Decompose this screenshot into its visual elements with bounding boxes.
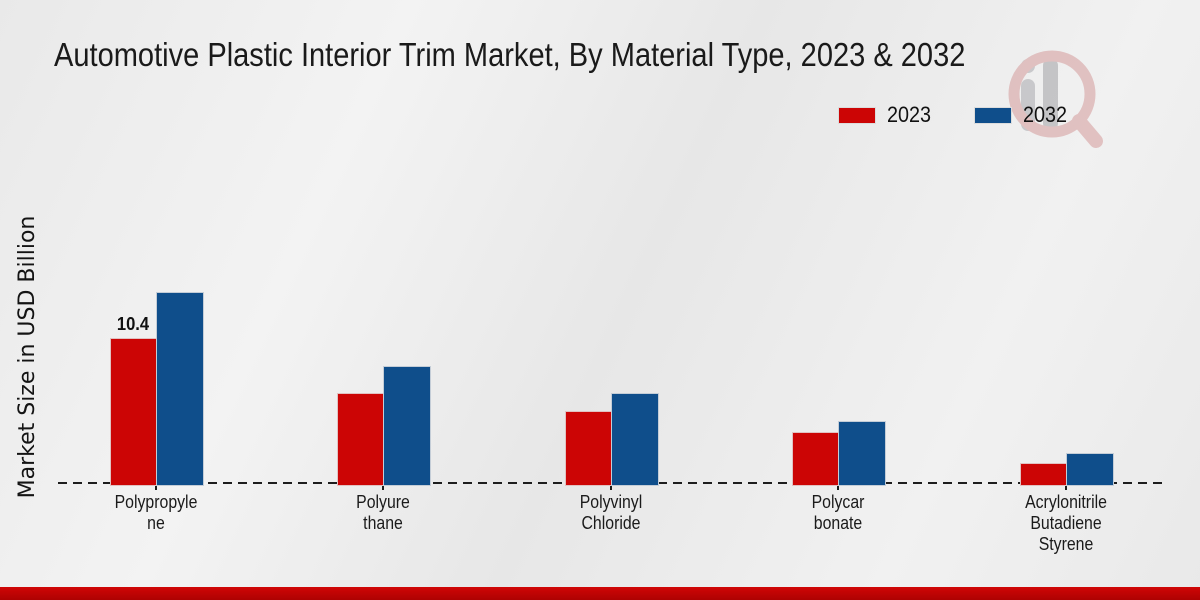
x-tick-label-polyvinyl-chloride: Polyvinyl Chloride xyxy=(579,492,642,533)
x-tick-label-acrylonitrile-butadiene-styrene: Acrylonitrile Butadiene Styrene xyxy=(1024,492,1107,554)
legend-item-2023: 2023 xyxy=(838,102,936,128)
legend-label-2032: 2032 xyxy=(1022,102,1068,127)
bar-2023-polypropylene xyxy=(109,338,158,486)
y-axis-label: Market Size in USD Billion xyxy=(15,215,40,499)
x-tick-label-polypropylene: Polypropyle ne xyxy=(114,492,197,533)
x-tick-polycarbonate xyxy=(837,484,839,490)
legend-swatch-2023 xyxy=(838,106,876,124)
bar-2023-polyurethane xyxy=(337,393,385,486)
legend-swatch-2032 xyxy=(973,106,1012,124)
bar-value-label: 10.4 xyxy=(116,314,149,335)
legend-label-2023: 2023 xyxy=(887,102,932,127)
footer-bar xyxy=(0,587,1200,600)
x-tick-acrylonitrile-butadiene-styrene xyxy=(1064,484,1067,490)
bar-2032-polypropylene xyxy=(155,292,204,486)
bar-2032-polyvinyl-chloride xyxy=(610,393,659,486)
x-tick-polyurethane xyxy=(382,484,384,490)
x-tick-label-polyurethane: Polyure thane xyxy=(356,492,410,533)
bar-2023-polyvinyl-chloride xyxy=(564,411,613,486)
x-tick-label-polycarbonate: Polycar bonate xyxy=(811,492,865,533)
bar-2032-polycarbonate xyxy=(838,421,886,486)
legend-item-2032: 2032 xyxy=(973,102,1072,128)
legend: 2023 2032 xyxy=(838,102,1072,128)
bar-2023-polycarbonate xyxy=(792,432,840,486)
bar-2032-acrylonitrile-butadiene-styrene xyxy=(1065,453,1114,486)
bar-2032-polyurethane xyxy=(383,366,431,486)
brand-watermark-icon xyxy=(990,46,1115,166)
x-tick-polypropylene xyxy=(154,484,157,490)
x-tick-polyvinyl-chloride xyxy=(609,484,612,490)
chart-title: Automotive Plastic Interior Trim Market,… xyxy=(54,36,966,73)
bar-2023-acrylonitrile-butadiene-styrene xyxy=(1019,463,1068,486)
